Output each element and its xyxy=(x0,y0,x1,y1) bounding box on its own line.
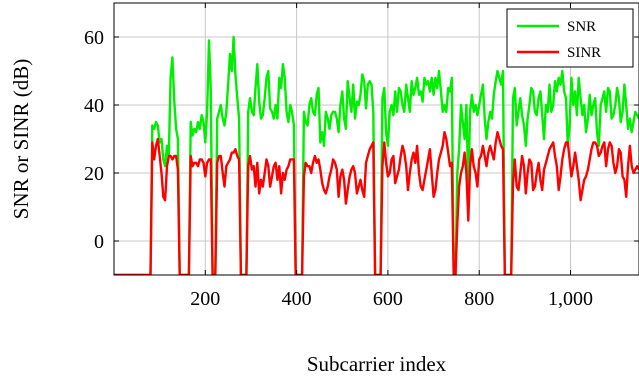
plot-frame xyxy=(113,2,639,276)
series-line-sinr xyxy=(114,131,639,275)
series-layer xyxy=(114,35,639,275)
y-tick-label: 40 xyxy=(84,95,104,117)
axis-ticks: 200 400 600 800 1,000 0 20 40 60 xyxy=(84,3,639,310)
y-axis-label: SNR or SINR (dB) xyxy=(9,59,33,219)
legend-label-snr: SNR xyxy=(567,19,596,35)
x-axis-label: Subcarrier index xyxy=(307,352,447,376)
x-tick-label: 400 xyxy=(282,288,312,310)
series-line-snr xyxy=(114,35,639,275)
y-tick-label: 0 xyxy=(94,231,104,253)
y-tick-label: 60 xyxy=(84,27,104,49)
legend-label-sinr: SINR xyxy=(567,45,601,61)
x-tick-label: 1,000 xyxy=(548,288,593,310)
y-tick-label: 20 xyxy=(84,163,104,185)
legend-box xyxy=(506,8,634,68)
x-tick-label: 600 xyxy=(373,288,403,310)
x-tick-label: 200 xyxy=(190,288,220,310)
x-tick-label: 800 xyxy=(464,288,494,310)
legend: SNR SINR xyxy=(506,8,634,68)
